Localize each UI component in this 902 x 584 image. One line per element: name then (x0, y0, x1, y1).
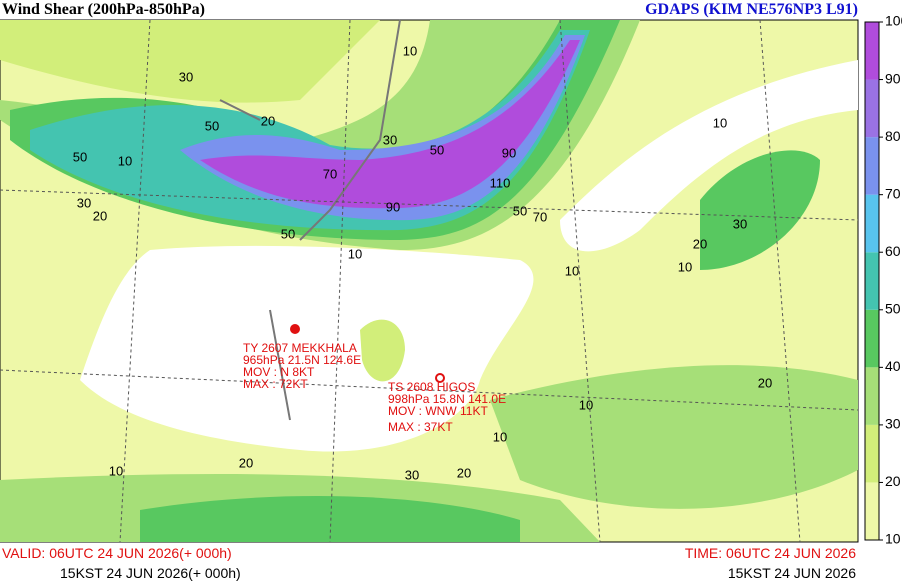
contour-label: 20 (758, 375, 772, 390)
valid-kst: 15KST 24 JUN 2026(+ 000h) (60, 565, 241, 581)
colorbar-tick-label: 30 (885, 416, 901, 432)
typhoon-label: MAX : 37KT (388, 420, 453, 434)
contour-label: 70 (323, 166, 337, 181)
contour-label: 10 (713, 115, 727, 130)
contour-label: 10 (118, 153, 132, 168)
shear-area (490, 365, 858, 509)
contour-label: 20 (239, 455, 253, 470)
coastline (219, 19, 401, 421)
colorbar: 10 20 30 40 50 60 70 80 90 100 (864, 13, 902, 547)
map: 30 50 20 10 50 30 20 10 70 50 50 30 90 1… (0, 19, 859, 543)
typhoon-label: MOV : N 8KT (243, 365, 315, 379)
colorbar-frame (864, 21, 880, 541)
contour-label: 10 (579, 397, 593, 412)
contour-label: 10 (109, 463, 123, 478)
shear-area (0, 20, 380, 103)
colorbar-bin (865, 137, 879, 195)
low-shear-area (560, 60, 858, 252)
typhoon-label: 965hPa 21.5N 124.6E (243, 353, 361, 367)
typhoon-symbol (435, 373, 445, 383)
contour-label: 50 (430, 142, 444, 157)
colorbar-bin (865, 367, 879, 425)
contour-label: 50 (73, 149, 87, 164)
colorbar-tick-label: 90 (885, 70, 901, 86)
contour-label: 20 (93, 208, 107, 223)
contour-label: 30 (77, 195, 91, 210)
valid-utc: VALID: 06UTC 24 JUN 2026(+ 000h) (2, 545, 232, 561)
contour-label: 20 (457, 465, 471, 480)
colorbar-tick-label: 80 (885, 128, 901, 144)
contour-label: 10 (565, 263, 579, 278)
colorbar-bin (865, 309, 879, 368)
contour-label: 30 (179, 69, 193, 84)
contour-label: 50 (281, 226, 295, 241)
model-label: GDAPS (KIM NE576NP3 L91) (645, 1, 858, 18)
colorbar-bin (865, 424, 879, 483)
contour-label: 10 (348, 246, 362, 261)
typhoon-2: TS 2608 HIGOS 998hPa 15.8N 141.0E MOV : … (388, 373, 506, 434)
contour-label: 90 (502, 145, 516, 160)
contour-label: 50 (513, 203, 527, 218)
contour-label: 30 (405, 467, 419, 482)
shear-area (700, 150, 820, 270)
contour-label: 110 (490, 175, 511, 190)
time-kst: 15KST 24 JUN 2026 (728, 565, 856, 581)
colorbar-tick-label: 70 (885, 185, 901, 201)
time-utc: TIME: 06UTC 24 JUN 2026 (685, 545, 856, 561)
contour-label: 90 (386, 199, 400, 214)
typhoon-1: TY 2607 MEKKHALA 965hPa 21.5N 124.6E MOV… (243, 324, 361, 391)
colorbar-tick-label: 100 (885, 13, 902, 29)
contour-label: 50 (205, 118, 219, 133)
colorbar-bin (865, 194, 879, 253)
colorbar-bin (865, 482, 879, 540)
shear-area (200, 40, 580, 209)
low-shear-area (80, 245, 534, 452)
contour-label: 10 (403, 43, 417, 58)
typhoon-symbol (290, 324, 300, 334)
typhoon-label: MAX : 72KT (243, 377, 308, 391)
colorbar-tick-label: 10 (885, 531, 901, 547)
contour-label: 30 (383, 132, 397, 147)
contour-label: 10 (678, 259, 692, 274)
colorbar-bin (865, 252, 879, 310)
colorbar-tick-label: 60 (885, 243, 901, 259)
contour-label: 10 (493, 429, 507, 444)
typhoon-label: TY 2607 MEKKHALA (243, 341, 357, 355)
colorbar-tick-label: 20 (885, 473, 901, 489)
typhoon-label: TS 2608 HIGOS (388, 380, 475, 394)
shear-area (360, 319, 405, 382)
contour-label: 30 (733, 216, 747, 231)
shear-area (140, 496, 520, 542)
colorbar-bin (865, 79, 879, 138)
contour-label: 20 (261, 113, 275, 128)
colorbar-tick-label: 40 (885, 358, 901, 374)
title: Wind Shear (200hPa-850hPa) (2, 1, 205, 18)
colorbar-bin (865, 22, 879, 80)
contour-label: 20 (693, 236, 707, 251)
typhoon-label: MOV : WNW 11KT (388, 404, 488, 418)
typhoon-label: 998hPa 15.8N 141.0E (388, 392, 506, 406)
contour-label: 70 (533, 209, 547, 224)
contour-labels: 30 50 20 10 50 30 20 10 70 50 50 30 90 1… (73, 43, 772, 482)
colorbar-tick-label: 50 (885, 300, 901, 316)
